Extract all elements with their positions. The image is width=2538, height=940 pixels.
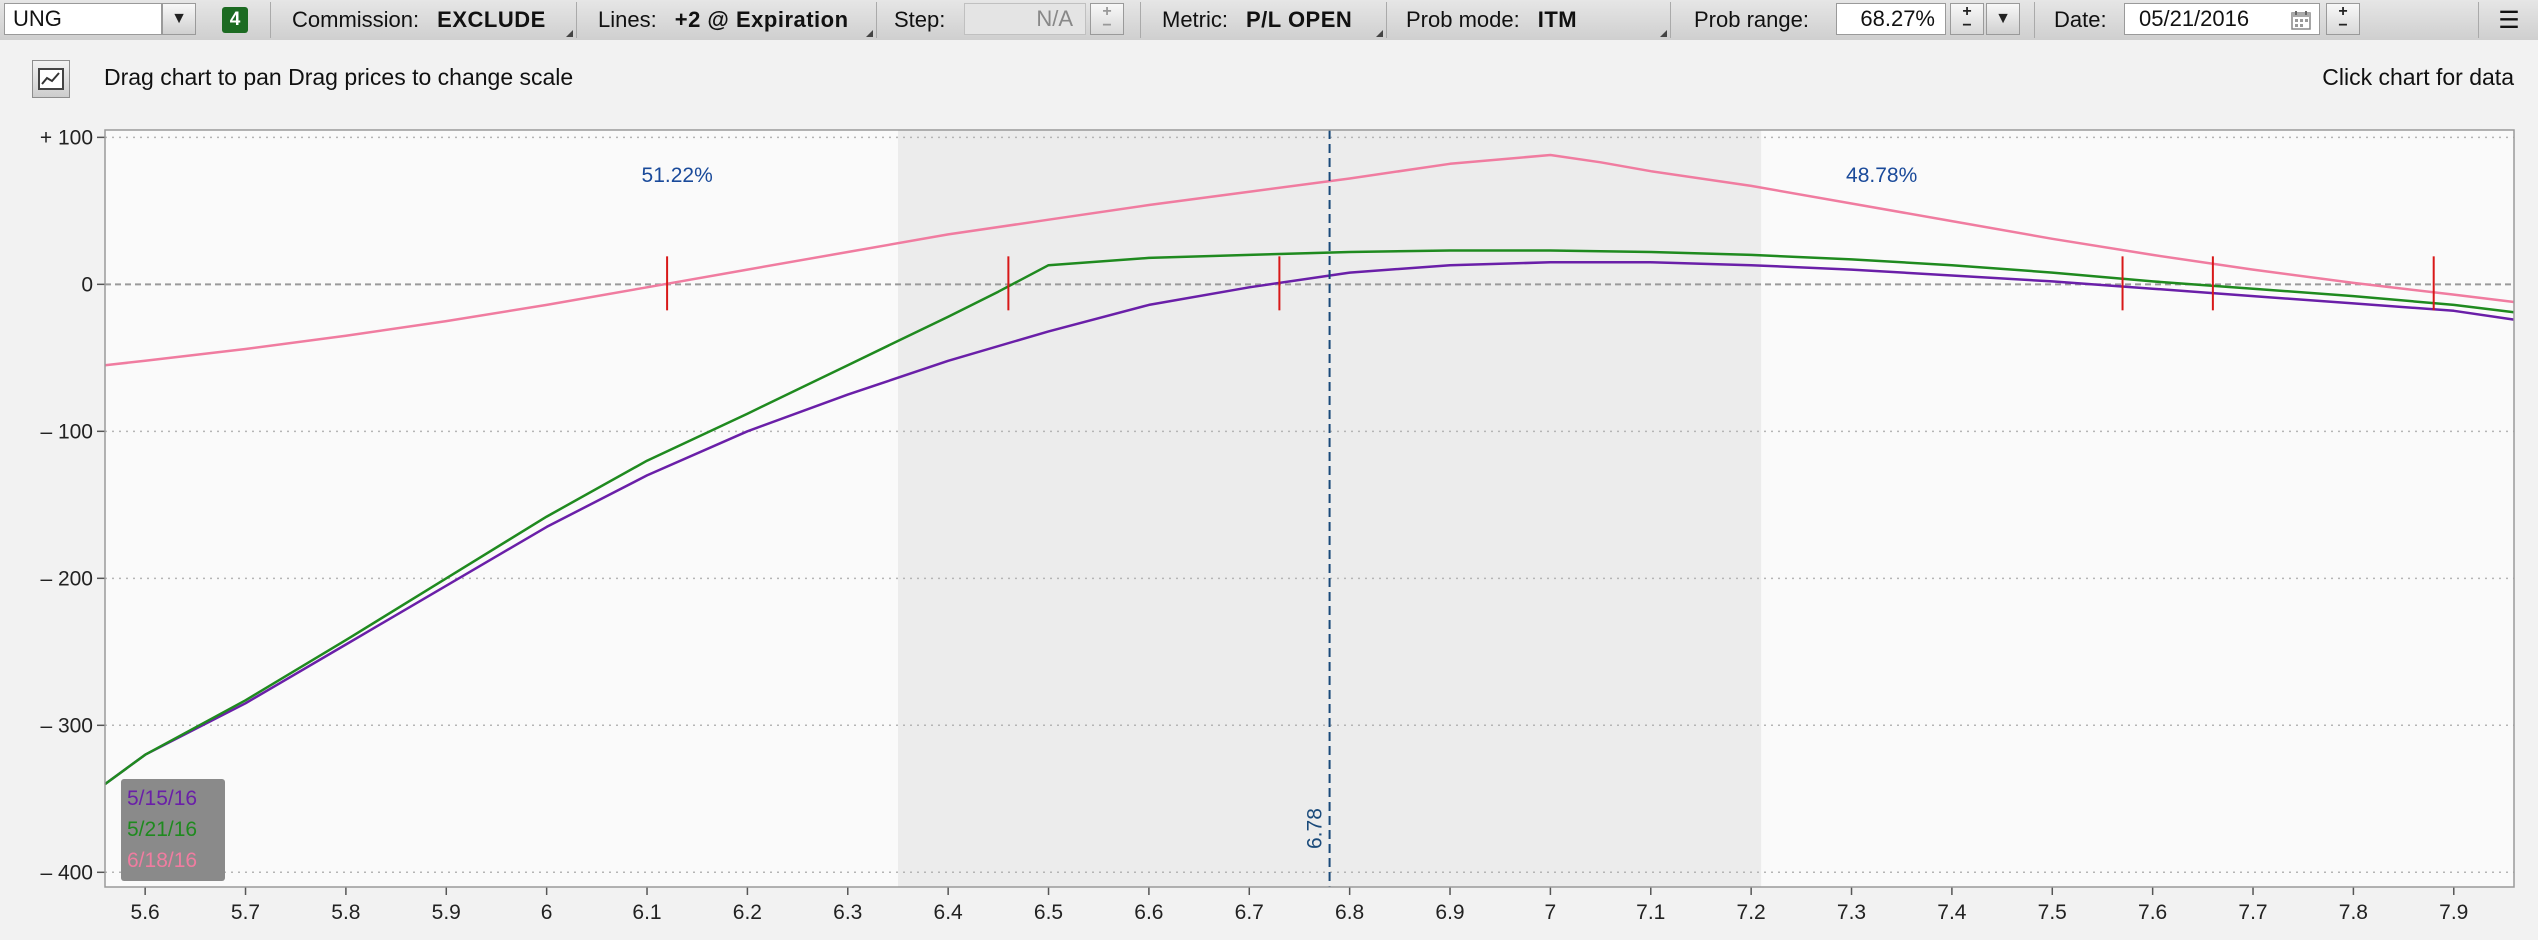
menu-icon: ☰ [2498,6,2520,34]
y-axis[interactable]: + 100 0 – 100 – 200 – 300 – 400 [40,126,105,884]
calendar-icon[interactable] [2291,10,2311,30]
legend-entry: 6/18/16 [127,849,197,872]
symbol-value: UNG [13,6,62,31]
prob-mode-value: ITM [1537,7,1578,32]
step-stepper[interactable]: + − [1090,3,1124,35]
menu-button[interactable]: ☰ [2486,0,2532,40]
chart-type-button[interactable] [32,60,70,98]
y-tick-label: – 300 [40,714,93,737]
x-axis[interactable]: 5.6 5.7 5.8 5.9 6 6.1 6.2 6.3 6.4 6.5 6.6 6.7 6.8 6.9… [131,887,2469,924]
prob-range-dropdown-button[interactable]: ▼ [1986,3,2020,35]
chart-hint-text: Drag chart to pan Drag prices to change … [104,64,574,90]
badge[interactable]: 4 [222,0,248,40]
toolbar: UNG ▼ 4 Commission: EXCLUDE Lines: +2 @ … [0,0,2538,41]
x-tick-label: 6.8 [1335,901,1364,924]
x-tick-label: 7.9 [2439,901,2468,924]
x-tick-label: 7.7 [2238,901,2267,924]
series-lines [104,153,2515,786]
y-tick-label: – 100 [40,420,93,443]
step-label: Step: [894,7,946,32]
prob-range-input[interactable]: 68.27% [1836,3,1946,35]
x-tick-label: 5.7 [231,901,260,924]
breakeven-marks [666,256,2435,311]
plus-icon: + [1962,3,1972,20]
info-bar: Drag chart to pan Drag prices to change … [0,40,2538,116]
x-tick-label: 6.6 [1134,901,1163,924]
symbol-dropdown-button[interactable]: ▼ [162,3,196,35]
x-tick-label: 7 [1545,901,1557,924]
y-tick-label: – 200 [40,567,93,590]
x-tick-label: 6.7 [1235,901,1264,924]
x-tick-label: 6.9 [1435,901,1464,924]
x-tick-label: 6.3 [833,901,862,924]
date-input[interactable]: 05/21/2016 [2124,3,2320,35]
metric-value: P/L OPEN [1246,7,1353,32]
x-tick-label: 6.4 [934,901,964,924]
chevron-down-icon: ▼ [171,10,187,27]
prob-range-label: Prob range: [1694,7,1809,32]
plus-icon: + [1102,3,1112,20]
probability-right-label: 48.78% [1846,164,1917,187]
legend: 5/15/16 5/21/16 6/18/16 [121,779,225,881]
chevron-down-icon: ▼ [1995,10,2011,27]
x-tick-label: 5.6 [131,901,160,924]
lines-selector[interactable]: Lines: +2 @ Expiration [598,7,849,32]
x-tick-label: 7.2 [1737,901,1766,924]
pl-chart[interactable]: 6.78 51.22% 48.78% + 100 0 – 100 – 200 – 300… [0,116,2538,940]
prob-range-stepper[interactable]: + − [1950,3,1984,35]
x-tick-label: 7.3 [1837,901,1866,924]
x-tick-label: 6.5 [1034,901,1063,924]
minus-icon: − [1962,17,1972,34]
y-tick-label: – 400 [40,861,93,884]
plot-border [104,129,2515,888]
lines-value: +2 @ Expiration [674,7,849,32]
y-tick-label: 0 [81,273,93,296]
plus-icon: + [2338,3,2348,20]
step-input[interactable]: N/A [964,3,1086,35]
series-line-0[interactable] [104,261,2515,786]
grid [105,136,2514,874]
date-label: Date: [2054,7,2107,32]
x-tick-label: 7.1 [1636,901,1665,924]
x-tick-label: 5.9 [432,901,461,924]
chart-icon [38,68,64,90]
minus-icon: − [1102,17,1112,34]
series-line-1[interactable] [104,249,2515,786]
y-tick-label: + 100 [40,126,93,149]
x-tick-label: 6.2 [733,901,762,924]
date-stepper[interactable]: + − [2326,3,2360,35]
click-chart-hint: Click chart for data [2322,64,2514,90]
prob-mode-selector[interactable]: Prob mode: ITM [1406,7,1578,32]
commission-selector[interactable]: Commission: EXCLUDE [292,7,546,32]
current-price-label: 6.78 [1304,808,1327,849]
probability-left-label: 51.22% [642,164,713,187]
commission-value: EXCLUDE [437,7,546,32]
x-tick-label: 6.1 [632,901,661,924]
minus-icon: − [2338,17,2348,34]
legend-box [121,779,225,881]
series-line-2[interactable] [104,153,2515,367]
legend-entry: 5/21/16 [127,818,197,841]
x-tick-label: 6 [541,901,553,924]
x-tick-label: 7.8 [2339,901,2368,924]
x-tick-label: 7.5 [2038,901,2067,924]
symbol-input[interactable]: UNG [4,3,162,35]
x-tick-label: 7.4 [1937,901,1967,924]
x-tick-label: 5.8 [331,901,360,924]
x-tick-label: 7.6 [2138,901,2167,924]
legend-entry: 5/15/16 [127,787,197,810]
metric-selector[interactable]: Metric: P/L OPEN [1162,7,1353,32]
